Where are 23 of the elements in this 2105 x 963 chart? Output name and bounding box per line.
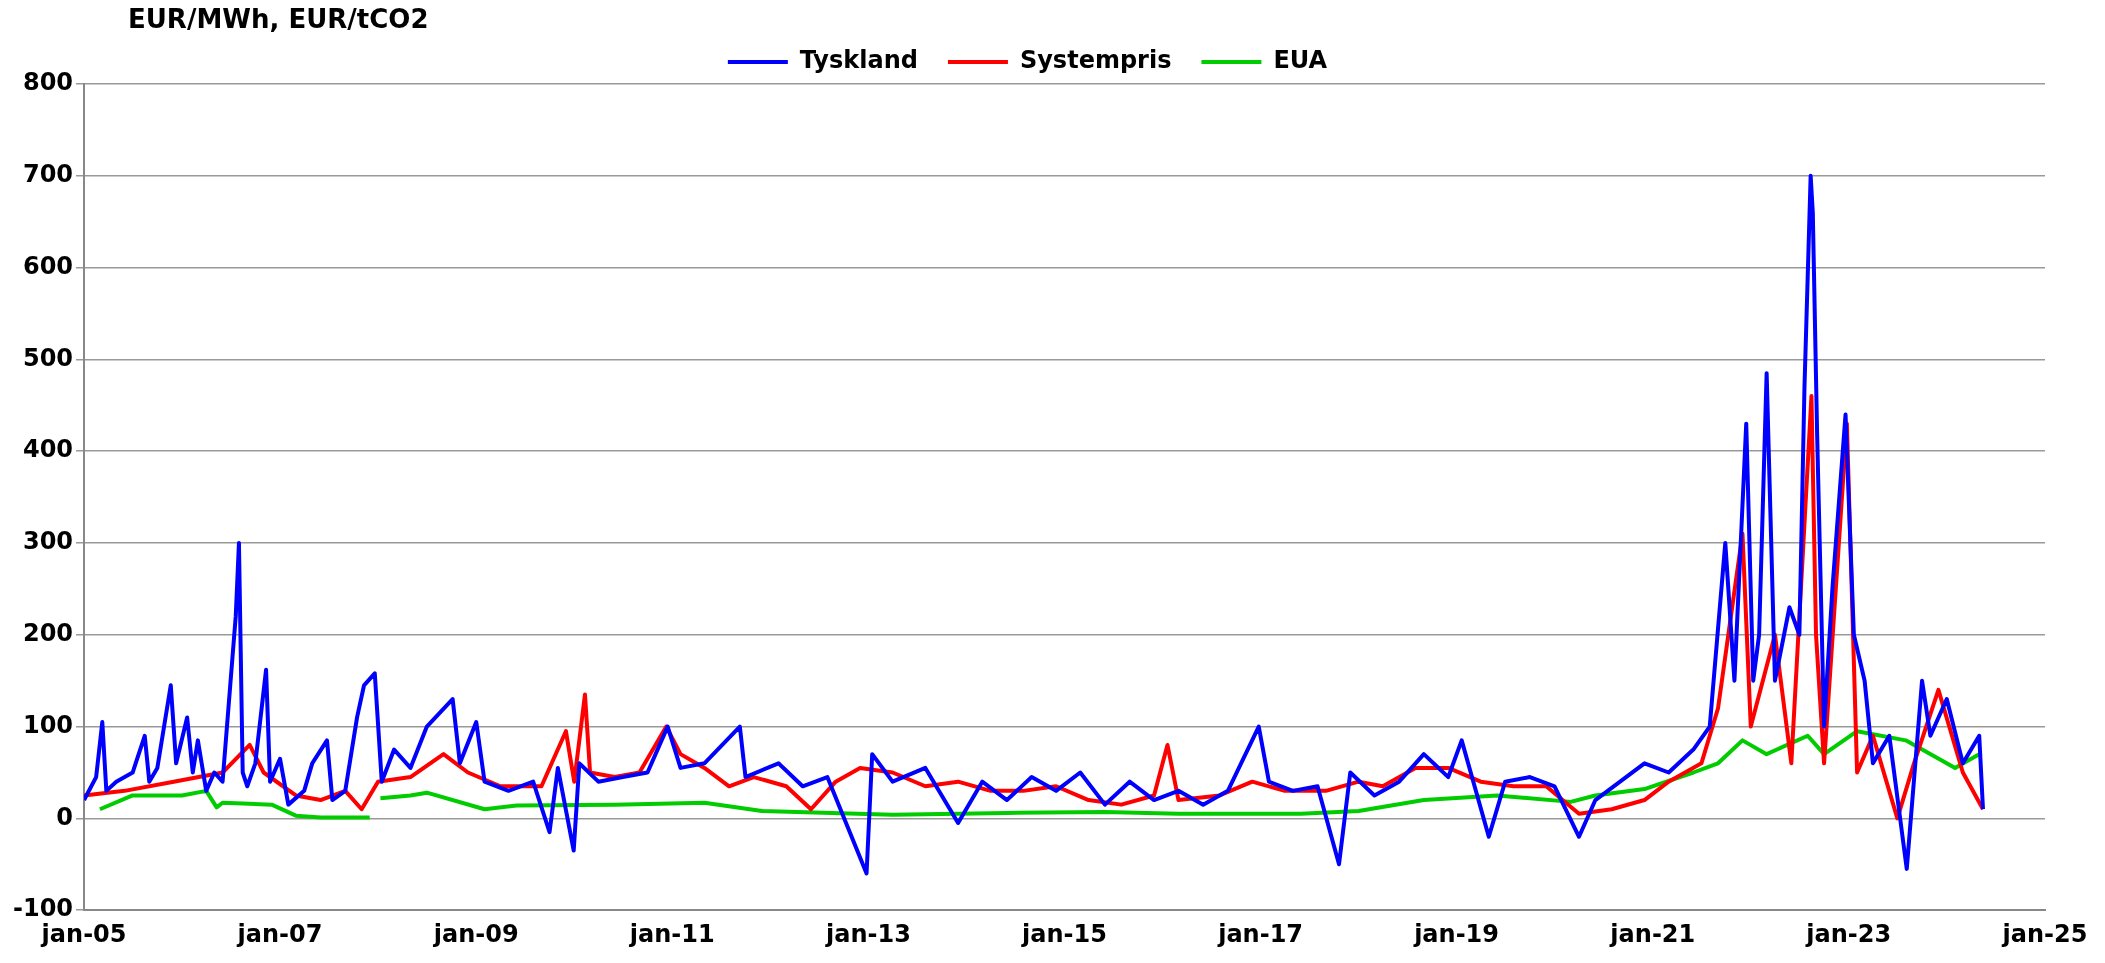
x-tick-label: jan-21 (1609, 919, 1696, 948)
y-tick-label: 700 (22, 160, 74, 189)
x-tick-label: jan-09 (432, 919, 519, 948)
x-tick-label: jan-13 (825, 919, 911, 948)
y-tick-label: 0 (56, 802, 74, 831)
y-tick-label: 200 (22, 619, 74, 648)
y-tick-label: 100 (22, 710, 74, 739)
y-tick-label: 400 (22, 435, 74, 464)
x-tick-label: jan-07 (236, 919, 323, 948)
x-tick-label: jan-19 (1413, 919, 1500, 948)
y-tick-label: 300 (22, 527, 74, 556)
y-axis-title: EUR/MWh, EUR/tCO2 (128, 4, 429, 34)
legend-label: Tyskland (799, 46, 918, 75)
x-tick-label: jan-11 (628, 919, 715, 948)
legend-label: Systempris (1019, 46, 1172, 75)
x-tick-label: jan-25 (2001, 919, 2088, 948)
y-tick-label: 800 (22, 68, 74, 97)
x-tick-label: jan-23 (1805, 919, 1892, 948)
x-tick-label: jan-15 (1020, 919, 1107, 948)
y-tick-label: 500 (22, 343, 74, 372)
y-tick-label: 600 (22, 251, 74, 280)
legend-label: EUA (1273, 46, 1328, 75)
x-tick-label: jan-17 (1217, 919, 1304, 948)
